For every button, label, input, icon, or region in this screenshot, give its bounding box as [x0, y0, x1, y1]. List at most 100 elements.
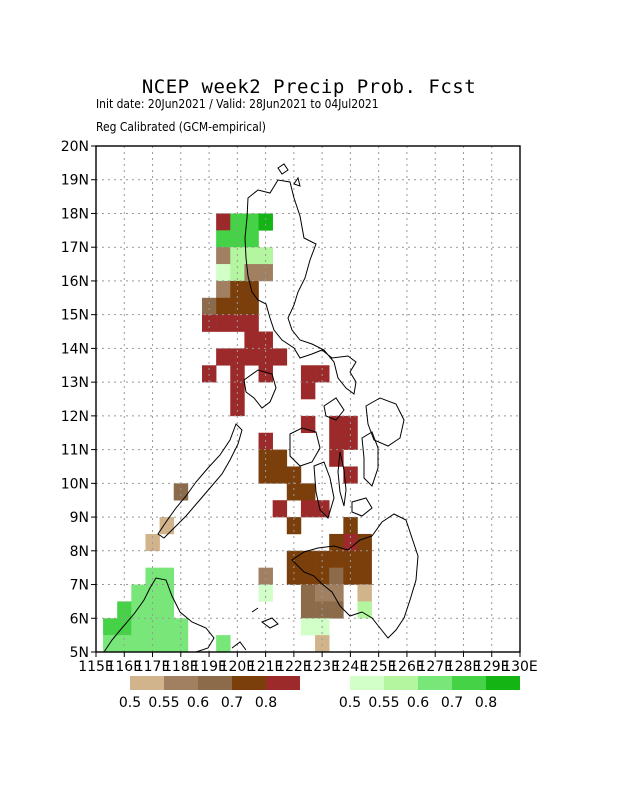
- prob-cell: [216, 280, 231, 299]
- prob-cell: [202, 365, 217, 383]
- prob-cell: [145, 635, 160, 653]
- prob-cell: [315, 567, 330, 585]
- coastline: [103, 163, 419, 653]
- forecast-dates: Init date: 20Jun2021 / Valid: 28Jun2021 …: [96, 96, 379, 111]
- prob-cell: [286, 466, 302, 484]
- prob-cell: [315, 365, 330, 383]
- legend-label: 0.6: [187, 695, 209, 711]
- prob-cell: [258, 567, 273, 585]
- prob-cell: [315, 635, 330, 653]
- lon-tick-label: 116E: [106, 659, 142, 675]
- prob-cell: [244, 230, 259, 248]
- prob-cell: [131, 601, 146, 619]
- prob-cell: [216, 348, 231, 366]
- prob-cell: [315, 550, 330, 568]
- prob-cell: [173, 635, 189, 653]
- prob-cell: [159, 618, 175, 636]
- prob-cell: [230, 230, 245, 248]
- lat-tick-label: 6N: [70, 611, 89, 627]
- samar-outline: [365, 397, 405, 447]
- prob-cell: [343, 415, 358, 434]
- lon-tick-label: 115E: [78, 659, 114, 675]
- luzon-outline: [244, 179, 357, 395]
- legend-label: 0.55: [368, 695, 399, 711]
- prob-cell: [216, 314, 231, 332]
- lon-tick-label: 121E: [248, 659, 284, 675]
- leyte-outline: [361, 431, 379, 487]
- lon-tick-label: 123E: [304, 659, 340, 675]
- legend-label: 0.55: [148, 695, 179, 711]
- prob-cell: [272, 348, 288, 366]
- lat-tick-label: 14N: [61, 341, 89, 357]
- borneo-outline: [103, 577, 215, 653]
- lat-tick-label: 18N: [61, 206, 89, 222]
- legend-dry: 0.5 0.55 0.6 0.7 0.8: [119, 676, 300, 711]
- map-frame: [95, 145, 521, 653]
- prob-cell: [173, 483, 189, 501]
- prob-cell: [159, 567, 175, 585]
- legend-swatch: [198, 676, 232, 690]
- legend-swatch: [266, 676, 300, 690]
- lon-tick-label: 120E: [220, 659, 256, 675]
- legend-label: 0.7: [441, 695, 463, 711]
- prob-cell: [300, 584, 316, 602]
- lat-tick-label: 5N: [70, 645, 89, 661]
- lat-tick-label: 20N: [61, 139, 89, 155]
- legend-swatch: [418, 676, 452, 690]
- prob-cell: [329, 567, 344, 585]
- prob-cell: [216, 247, 231, 265]
- legend-label: 0.8: [255, 695, 277, 711]
- prob-cell: [300, 550, 316, 568]
- prob-cell: [300, 365, 316, 383]
- prob-cell: [103, 618, 118, 636]
- lat-tick-label: 16N: [61, 274, 89, 290]
- legend-swatch: [486, 676, 520, 690]
- prob-cell: [272, 449, 288, 467]
- babuyan-islands-outline: [277, 163, 301, 187]
- legend-swatch: [232, 676, 266, 690]
- lon-tick-label: 122E: [276, 659, 312, 675]
- legend-swatch: [350, 676, 384, 690]
- method-label: Reg Calibrated (GCM-empirical): [96, 119, 266, 134]
- lat-tick-label: 7N: [70, 578, 89, 594]
- prob-cell: [230, 280, 245, 299]
- prob-cell: [258, 331, 273, 349]
- lat-tick-label: 11N: [61, 443, 89, 459]
- prob-cell: [272, 466, 288, 484]
- prob-cell: [145, 567, 160, 585]
- masbate-outline: [323, 397, 345, 421]
- prob-cell: [216, 264, 231, 282]
- bohol-outline: [351, 497, 373, 517]
- legend-wet: 0.5 0.55 0.6 0.7 0.8: [339, 676, 520, 711]
- prob-cell: [315, 584, 330, 602]
- lat-tick-label: 10N: [61, 476, 89, 492]
- prob-cell: [216, 230, 231, 248]
- mindoro-outline: [243, 369, 277, 409]
- legend-label: 0.5: [119, 695, 141, 711]
- legend-swatch: [164, 676, 198, 690]
- latitude-labels: 5N 6N 7N 8N 9N 10N 11N 12N 13N 14N 15N 16N 17N 18N 19N…: [61, 139, 96, 661]
- lon-tick-label: 125E: [361, 659, 397, 675]
- prob-cell: [300, 415, 316, 434]
- prob-cell: [131, 635, 146, 653]
- prob-cell: [117, 635, 132, 653]
- map-title: NCEP week2 Precip Prob. Fcst: [141, 76, 477, 98]
- lon-tick-label: 129E: [474, 659, 510, 675]
- prob-cell: [329, 584, 344, 602]
- prob-cell: [286, 483, 302, 501]
- prob-cell: [258, 584, 273, 602]
- prob-cell: [343, 550, 358, 568]
- prob-cell: [357, 550, 372, 568]
- lon-tick-label: 128E: [446, 659, 482, 675]
- prob-cell: [300, 618, 316, 636]
- lon-tick-label: 118E: [163, 659, 199, 675]
- prob-cell: [131, 584, 146, 602]
- prob-cell: [244, 314, 259, 332]
- prob-cell: [300, 500, 316, 518]
- prob-cell: [343, 567, 358, 585]
- lat-tick-label: 13N: [61, 375, 89, 391]
- prob-cell: [357, 584, 372, 602]
- prob-cell: [300, 601, 316, 619]
- prob-cell: [357, 601, 372, 619]
- prob-cell: [272, 500, 288, 518]
